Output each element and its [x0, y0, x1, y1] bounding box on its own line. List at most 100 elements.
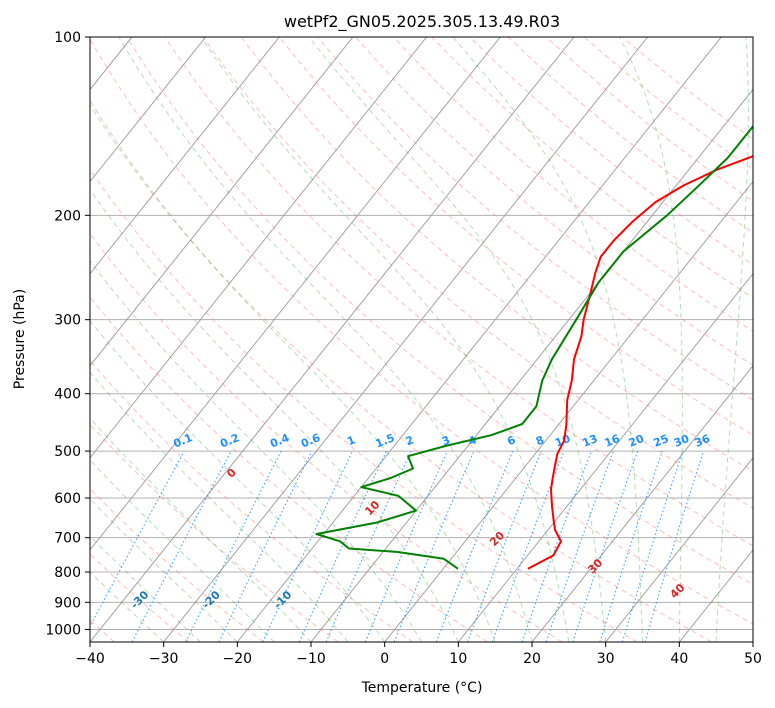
y-tick-label: 500 [54, 444, 81, 460]
moist-adiabat-line [90, 417, 312, 642]
mixing-ratio-line [90, 450, 185, 628]
mixing-ratio-label: 0.2 [218, 431, 241, 450]
isotherm-line [678, 549, 753, 642]
dry-adiabat-line [355, 37, 753, 366]
mixing-ratio-label: 3 [440, 433, 452, 448]
isotherm-line [236, 37, 722, 642]
dry-adiabat-lines [90, 37, 753, 642]
dry-adiabat-label: -10 [271, 588, 294, 611]
mixing-ratio-line [599, 450, 663, 642]
dry-adiabat-line [431, 37, 753, 299]
isotherm-line [0, 37, 58, 642]
mixing-ratio-line [545, 450, 614, 642]
dry-adiabat-line [90, 553, 190, 642]
mixing-ratio-line [325, 450, 412, 642]
moist-adiabat-line [618, 37, 683, 642]
y-tick-label: 100 [54, 30, 81, 46]
moist-adiabat-line [90, 188, 459, 642]
isotherm-line [605, 457, 753, 642]
dry-adiabat-line [583, 37, 753, 171]
moist-adiabat-label: 20 [487, 529, 507, 549]
y-tick-label: 400 [54, 387, 81, 403]
moist-adiabat-line [118, 37, 533, 642]
mixing-ratio-label: 8 [534, 433, 546, 448]
mixing-ratio-label: 16 [603, 432, 622, 450]
mixing-ratio-line [262, 450, 353, 642]
dry-adiabat-line [90, 296, 488, 642]
moist-adiabat-label: 10 [362, 498, 382, 518]
isotherm-line [457, 272, 753, 642]
x-tick-label: −30 [149, 651, 179, 667]
y-tick-label: 700 [54, 531, 81, 547]
y-tick-label: 1000 [45, 622, 81, 638]
dry-adiabat-line [393, 37, 753, 332]
x-tick-label: −10 [296, 651, 326, 667]
dry-adiabat-line [164, 37, 753, 547]
isotherm-lines [0, 37, 753, 642]
moist-adiabat-line [752, 634, 753, 642]
mixing-ratio-line [185, 450, 282, 642]
x-tick-label: 50 [744, 651, 762, 667]
mixing-ratio-line [298, 450, 387, 642]
moist-adiabat-line [90, 99, 496, 642]
mixing-ratio-line [393, 450, 475, 642]
moist-adiabat-line [90, 459, 275, 642]
mixing-ratio-line [466, 450, 542, 642]
moist-adiabat-line [715, 37, 749, 642]
dry-adiabat-line [90, 488, 264, 642]
dry-adiabat-line [469, 37, 753, 266]
dry-adiabat-line [90, 38, 753, 625]
mixing-ratio-line [621, 450, 684, 642]
x-axis-title: Temperature (°C) [361, 680, 483, 696]
x-tick-label: 0 [380, 651, 389, 667]
x-axis: −40 −30 −20 −10 0 10 20 30 40 50 [75, 642, 762, 667]
mixing-ratio-line [572, 450, 639, 642]
dry-adiabat-label: -30 [128, 588, 151, 611]
x-tick-label: 20 [523, 651, 541, 667]
dry-adiabat-line [317, 37, 753, 401]
dry-adiabat-line [90, 104, 712, 642]
isotherm-line [163, 37, 649, 642]
y-axis: 100 200 300 400 500 600 700 800 900 1000 [45, 30, 90, 638]
moist-adiabat-lines [90, 37, 753, 642]
isotherm-line [90, 37, 501, 551]
x-tick-label: 30 [597, 651, 615, 667]
dry-adiabat-line [278, 37, 753, 436]
dry-adiabat-label: -50 [0, 588, 9, 611]
y-tick-label: 300 [54, 313, 81, 329]
x-tick-label: −20 [223, 651, 253, 667]
isotherm-line [90, 37, 575, 642]
temperature-profile-line [527, 155, 753, 570]
mixing-ratio-label: 1 [345, 433, 357, 448]
isotherm-line [752, 641, 753, 642]
mixing-ratio-line [491, 450, 565, 642]
mixing-ratio-label: 0.4 [268, 431, 291, 450]
plot-frame [89, 36, 754, 643]
y-tick-label: 900 [54, 595, 81, 611]
y-axis-title: Pressure (hPa) [12, 289, 28, 389]
x-tick-label: 10 [449, 651, 467, 667]
moist-adiabat-line [90, 371, 349, 642]
mixing-ratio-label: 2 [404, 433, 416, 448]
dry-adiabat-line [507, 37, 753, 234]
mixing-ratio-line [521, 450, 592, 642]
isotherm-line [90, 37, 280, 275]
mixing-ratio-line [435, 450, 514, 642]
y-tick-label: 600 [54, 491, 81, 507]
moist-adiabat-line [452, 37, 643, 642]
mixing-ratio-line [364, 450, 448, 642]
mixing-ratio-label: 36 [693, 432, 712, 450]
mixing-ratio-line [644, 450, 705, 642]
dry-adiabat-line [90, 168, 638, 642]
x-tick-label: −40 [75, 651, 105, 667]
mixing-ratio-label: 10 [553, 432, 572, 450]
dry-adiabat-label: -20 [200, 588, 223, 611]
y-tick-label: 800 [54, 565, 81, 581]
moist-adiabat-line [308, 37, 607, 642]
y-tick-label: 200 [54, 208, 81, 224]
dry-adiabat-line [90, 232, 563, 642]
profile-series [315, 124, 753, 570]
dry-adiabat-line [90, 359, 414, 642]
dry-adiabat-line [202, 37, 753, 509]
